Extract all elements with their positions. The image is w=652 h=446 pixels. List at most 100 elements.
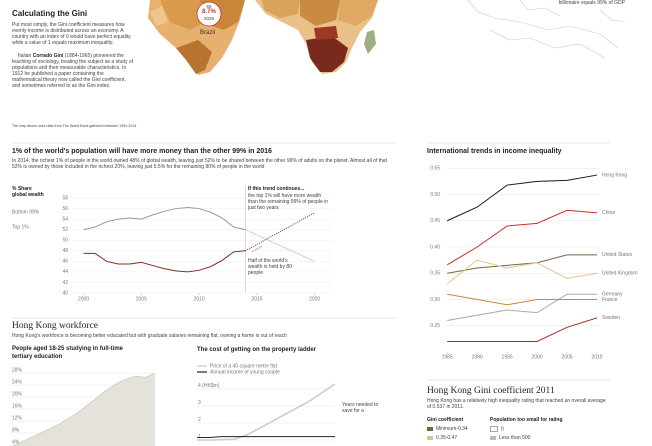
chart-subtitle: In 2014, the richest 1% of people in the… <box>12 158 387 170</box>
x-tick-label: 1985 <box>442 354 453 360</box>
x-tick-label: 2000 <box>78 296 89 302</box>
x-tick-label: 2005 <box>136 296 147 302</box>
map-bubble <box>196 1 222 27</box>
annotation: Years needed to save for a <box>342 402 379 414</box>
x-tick-label: 1990 <box>472 354 483 360</box>
series-label: Hong Kong <box>602 172 627 178</box>
y-tick-label: 1 <box>198 434 201 440</box>
series-line <box>446 209 598 266</box>
y-tick-label: 20% <box>12 391 23 397</box>
bubble-year: 2026 <box>203 16 214 21</box>
chart-title: 1% of the world's population will have m… <box>12 148 272 155</box>
series-line <box>197 383 336 441</box>
y-tick-label: 0.45 <box>430 218 440 224</box>
y-tick-label: 42 <box>62 280 68 286</box>
series-line <box>197 436 335 438</box>
series-label: Germany <box>602 292 623 298</box>
area-line <box>12 372 156 446</box>
y-tick-label: 56 <box>62 206 68 212</box>
x-tick-label: 2005 <box>561 354 572 360</box>
y-axis-label: % Share global wealth <box>12 186 44 198</box>
series-line <box>447 293 597 321</box>
legend-label: Price of a 40 square metre flat <box>210 363 278 369</box>
series-line <box>446 174 598 222</box>
y-tick-label: 0.30 <box>430 297 440 303</box>
y-tick-label: 0.25 <box>430 323 440 329</box>
chart-title: International trends in income inequalit… <box>427 148 562 155</box>
series-line <box>447 254 597 274</box>
series-label: Bottom 99% <box>12 209 40 215</box>
y-tick-label: 12% <box>12 415 23 421</box>
section-subtitle: Hong Kong has a relatively high inequali… <box>427 398 606 410</box>
series-label: United Kingdom <box>602 271 638 277</box>
section-title: Hong Kong Gini coefficient 2011 <box>427 386 555 396</box>
section-subtitle: Hong Kong's workforce is becoming better… <box>12 333 287 339</box>
bubble-top: 65 <box>206 4 212 9</box>
projection-line <box>245 229 315 262</box>
y-tick-label: 0.55 <box>430 166 440 172</box>
x-tick-label: 2010 <box>591 354 602 360</box>
y-tick-label: 4% <box>12 439 20 445</box>
map-africa <box>255 0 378 74</box>
legend-swatch <box>427 426 433 431</box>
y-tick-label: 54 <box>62 216 68 222</box>
legend-label: Less than 500 <box>499 435 531 441</box>
y-tick-label: 50 <box>62 238 68 244</box>
section-title: Hong Kong workforce <box>12 321 99 331</box>
map-note: The map above uses data from The World B… <box>12 124 137 128</box>
x-tick-label: 2000 <box>532 354 543 360</box>
y-tick-label: 2 <box>198 417 201 423</box>
country-label: Brazil <box>200 30 216 36</box>
series-line <box>446 259 598 285</box>
text-bold: Corrado Gini <box>32 53 64 59</box>
legend-label: Annual income of young couple <box>210 369 280 375</box>
bubble-value: 8.7% <box>202 9 216 15</box>
map-south-america <box>148 0 245 75</box>
explainer-paragraph: Put most simply, the Gini coefficient me… <box>12 22 131 46</box>
legend-title: Gini coefficient <box>427 417 464 423</box>
y-tick-label: 40 <box>62 290 68 296</box>
annotation-title: If this trend continues... <box>248 186 305 192</box>
y-tick-label: 48 <box>62 248 68 254</box>
legend-label: Minimum-0.34 <box>436 426 468 432</box>
series-label: United States <box>602 252 633 258</box>
x-tick-label: 2015 <box>251 296 262 302</box>
y-tick-label: 3 <box>198 400 201 406</box>
y-tick-label: 28% <box>12 367 23 373</box>
y-tick-label: 52 <box>62 227 68 233</box>
y-tick-label: 0.40 <box>430 244 440 250</box>
x-tick-label: 2010 <box>194 296 205 302</box>
y-tick-label: 44 <box>62 269 68 275</box>
series-line <box>447 293 597 306</box>
y-tick-label: 16% <box>12 403 23 409</box>
legend-swatch <box>490 435 496 440</box>
annotation-pointer <box>251 245 263 253</box>
y-tick-label: 24% <box>12 379 23 385</box>
series-label: Sweden <box>602 315 620 321</box>
legend-item: Less than 500 <box>490 435 530 441</box>
legend-title: Population too small for rating <box>490 417 563 423</box>
x-tick-label: 2020 <box>309 296 320 302</box>
series-line <box>447 317 598 342</box>
legend-item: Minimum-0.34 <box>427 426 468 432</box>
explainer-title: Calculating the Gini <box>12 9 88 18</box>
annotation: Half of the world's wealth is held by 80… <box>248 258 292 276</box>
series-line <box>83 250 246 273</box>
y-tick-label: 58 <box>62 195 68 201</box>
legend-swatch <box>490 426 498 432</box>
map-caption: billionaire equals 99% of GDP <box>558 0 625 6</box>
legend-label: 0 <box>501 426 504 433</box>
y-tick-label: 8% <box>12 427 20 433</box>
legend-swatch <box>427 435 433 440</box>
chart-title: People aged 18-25 studying in full-time … <box>12 346 124 360</box>
y-tick-label: 46 <box>62 259 68 265</box>
series-line <box>83 206 246 231</box>
legend-label: 0.35-0.47 <box>436 435 458 441</box>
text: Italian <box>18 53 33 59</box>
map-right <box>467 0 626 59</box>
annotation: the top 1% will have more wealth than th… <box>248 193 329 211</box>
y-tick-label: 0.50 <box>430 192 440 198</box>
y-tick-label: 4 (HK$m) <box>198 383 220 389</box>
